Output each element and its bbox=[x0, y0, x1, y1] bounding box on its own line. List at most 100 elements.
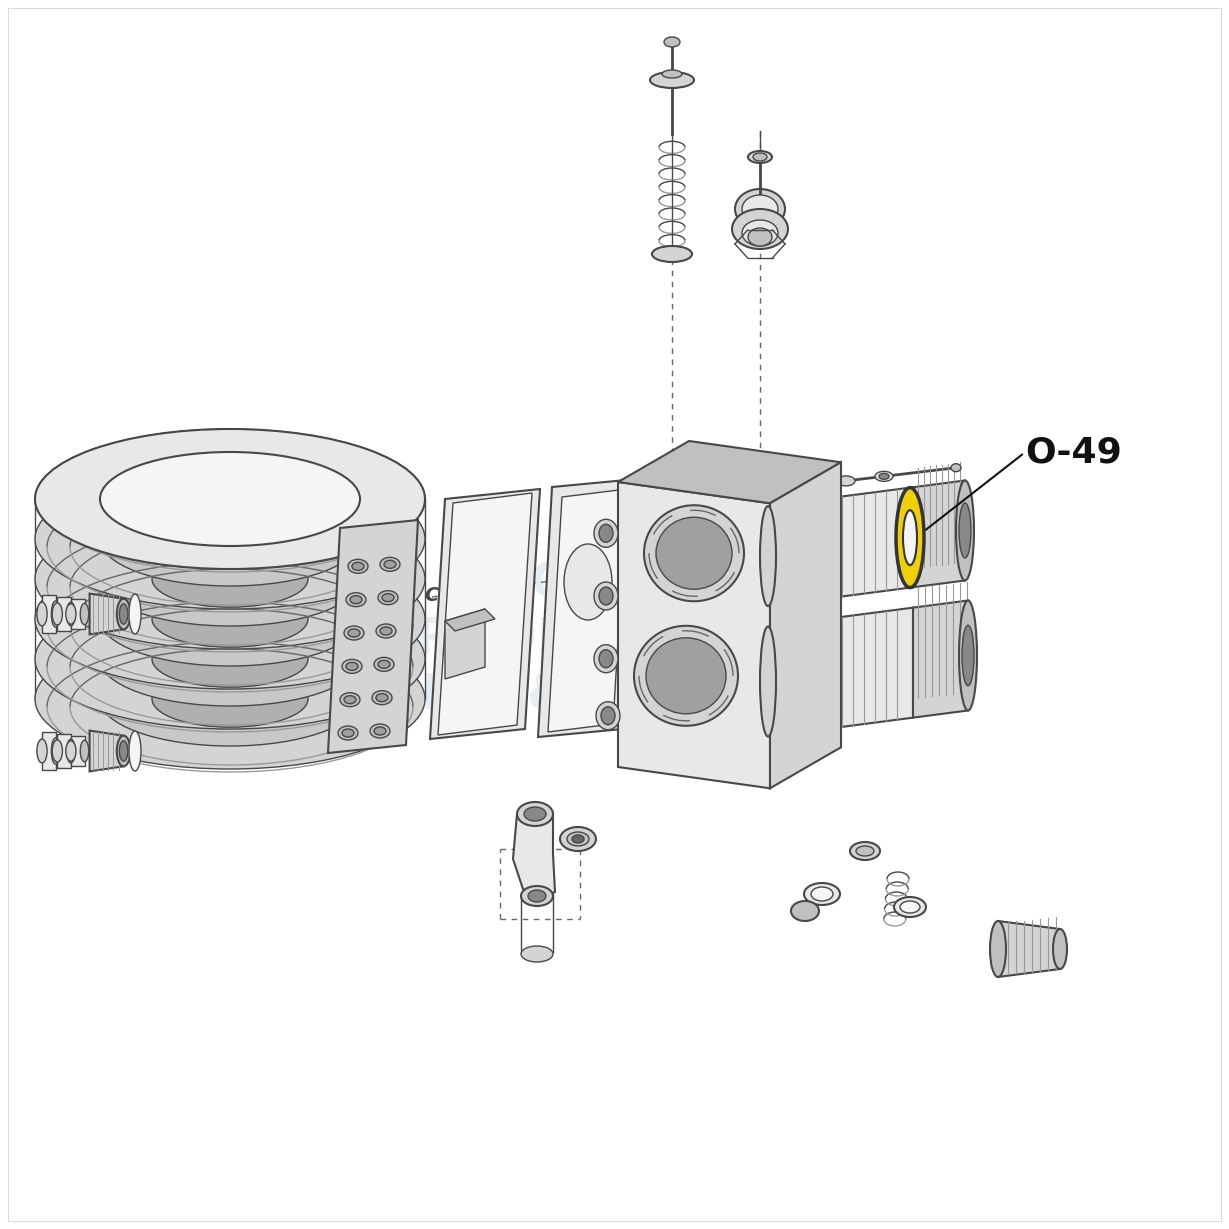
Ellipse shape bbox=[594, 583, 618, 610]
Polygon shape bbox=[90, 594, 124, 634]
Ellipse shape bbox=[893, 897, 925, 917]
Ellipse shape bbox=[742, 195, 778, 222]
Ellipse shape bbox=[129, 594, 141, 634]
Ellipse shape bbox=[900, 901, 921, 913]
Ellipse shape bbox=[528, 890, 546, 902]
Ellipse shape bbox=[52, 740, 63, 762]
Ellipse shape bbox=[100, 492, 360, 586]
Polygon shape bbox=[42, 595, 55, 633]
Polygon shape bbox=[328, 520, 418, 753]
Ellipse shape bbox=[379, 591, 398, 605]
Ellipse shape bbox=[903, 510, 917, 565]
Ellipse shape bbox=[152, 591, 308, 648]
Ellipse shape bbox=[735, 189, 785, 229]
Ellipse shape bbox=[344, 626, 364, 640]
Ellipse shape bbox=[66, 602, 75, 626]
Polygon shape bbox=[71, 599, 85, 629]
Ellipse shape bbox=[347, 662, 358, 670]
Ellipse shape bbox=[338, 726, 358, 740]
Ellipse shape bbox=[350, 596, 363, 603]
Ellipse shape bbox=[521, 946, 553, 962]
Ellipse shape bbox=[951, 463, 961, 472]
Polygon shape bbox=[768, 607, 913, 736]
Polygon shape bbox=[71, 736, 85, 767]
Ellipse shape bbox=[517, 803, 553, 826]
Ellipse shape bbox=[524, 807, 546, 821]
Polygon shape bbox=[438, 493, 532, 735]
Polygon shape bbox=[913, 601, 968, 718]
Ellipse shape bbox=[66, 739, 75, 763]
Ellipse shape bbox=[594, 520, 618, 547]
Ellipse shape bbox=[34, 429, 425, 569]
Polygon shape bbox=[430, 489, 540, 739]
Ellipse shape bbox=[119, 603, 128, 624]
Ellipse shape bbox=[342, 729, 354, 737]
Ellipse shape bbox=[66, 741, 76, 761]
Polygon shape bbox=[618, 482, 771, 788]
Ellipse shape bbox=[374, 658, 395, 671]
Ellipse shape bbox=[753, 152, 767, 161]
Ellipse shape bbox=[962, 626, 975, 686]
Polygon shape bbox=[58, 597, 71, 630]
Ellipse shape bbox=[383, 560, 396, 568]
Ellipse shape bbox=[152, 511, 308, 568]
Text: DISCOUNT
POOL MART
SUPPLIES & EQUIPMENT: DISCOUNT POOL MART SUPPLIES & EQUIPMENT bbox=[240, 559, 921, 719]
Ellipse shape bbox=[560, 827, 596, 850]
Ellipse shape bbox=[564, 544, 612, 619]
Ellipse shape bbox=[664, 37, 680, 47]
Ellipse shape bbox=[152, 551, 308, 607]
Ellipse shape bbox=[372, 691, 392, 704]
Ellipse shape bbox=[760, 506, 775, 606]
Ellipse shape bbox=[850, 842, 880, 860]
Ellipse shape bbox=[100, 571, 360, 666]
Polygon shape bbox=[771, 462, 841, 788]
Polygon shape bbox=[58, 734, 71, 768]
Ellipse shape bbox=[599, 587, 613, 605]
Ellipse shape bbox=[129, 731, 141, 771]
Ellipse shape bbox=[599, 525, 613, 542]
Ellipse shape bbox=[656, 517, 732, 589]
Polygon shape bbox=[768, 487, 913, 606]
Ellipse shape bbox=[742, 220, 778, 246]
Ellipse shape bbox=[380, 627, 392, 635]
Ellipse shape bbox=[52, 601, 60, 627]
Ellipse shape bbox=[37, 739, 47, 763]
Ellipse shape bbox=[959, 503, 971, 558]
Ellipse shape bbox=[646, 638, 726, 714]
Ellipse shape bbox=[34, 549, 425, 689]
Ellipse shape bbox=[100, 532, 360, 626]
Ellipse shape bbox=[811, 887, 833, 901]
Ellipse shape bbox=[896, 488, 924, 587]
Ellipse shape bbox=[956, 481, 975, 580]
Ellipse shape bbox=[1053, 929, 1067, 968]
Ellipse shape bbox=[66, 603, 76, 624]
Polygon shape bbox=[538, 479, 637, 737]
Ellipse shape bbox=[991, 921, 1007, 977]
Polygon shape bbox=[618, 441, 841, 504]
Ellipse shape bbox=[52, 737, 60, 764]
Ellipse shape bbox=[351, 563, 364, 570]
Ellipse shape bbox=[80, 740, 88, 762]
Text: C: C bbox=[424, 586, 439, 605]
Ellipse shape bbox=[100, 653, 360, 746]
Ellipse shape bbox=[34, 509, 425, 649]
Ellipse shape bbox=[959, 601, 977, 710]
Ellipse shape bbox=[662, 70, 682, 77]
Ellipse shape bbox=[374, 728, 386, 735]
Polygon shape bbox=[998, 921, 1059, 977]
Ellipse shape bbox=[348, 559, 367, 574]
Ellipse shape bbox=[879, 473, 889, 479]
Ellipse shape bbox=[650, 73, 694, 88]
Ellipse shape bbox=[37, 602, 47, 626]
Ellipse shape bbox=[634, 626, 737, 726]
Ellipse shape bbox=[601, 707, 614, 725]
Ellipse shape bbox=[596, 702, 619, 730]
Ellipse shape bbox=[119, 741, 128, 761]
Ellipse shape bbox=[748, 229, 772, 246]
Ellipse shape bbox=[382, 594, 395, 602]
Ellipse shape bbox=[571, 834, 584, 843]
Ellipse shape bbox=[342, 659, 363, 673]
Ellipse shape bbox=[52, 603, 63, 626]
Polygon shape bbox=[90, 730, 124, 772]
Polygon shape bbox=[512, 814, 556, 898]
